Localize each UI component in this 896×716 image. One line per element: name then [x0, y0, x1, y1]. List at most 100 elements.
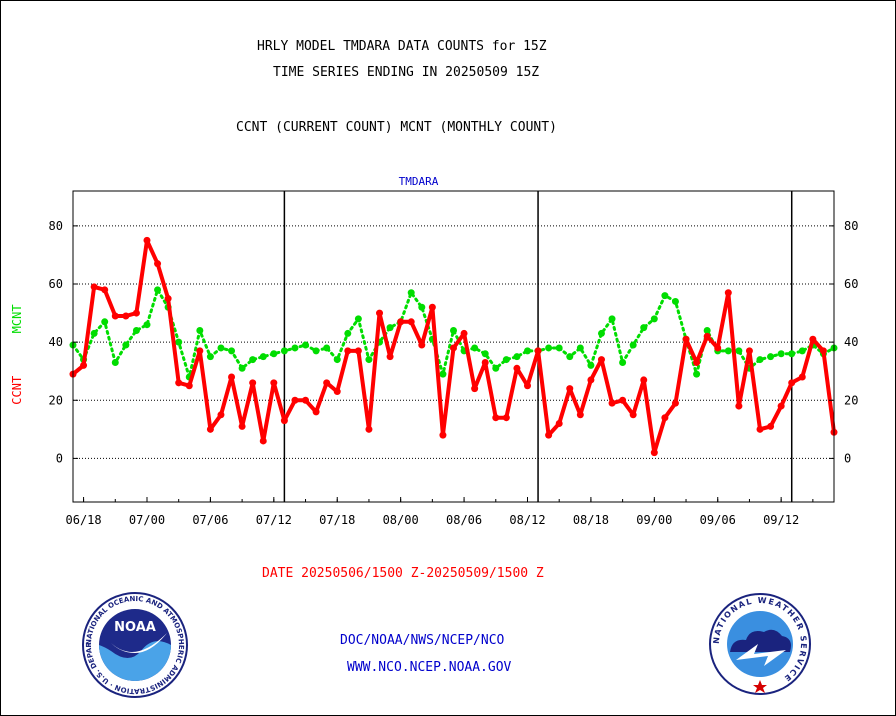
data-point-mcnt: [619, 358, 627, 366]
data-point-ccnt: [249, 379, 257, 387]
data-point-mcnt: [333, 356, 341, 364]
data-point-ccnt: [238, 422, 246, 430]
data-point-ccnt: [788, 379, 796, 387]
data-point-mcnt: [323, 344, 331, 352]
data-point-mcnt: [249, 356, 257, 364]
data-point-ccnt: [291, 396, 299, 404]
data-point-mcnt: [175, 338, 183, 346]
y-tick-label-left: 40: [49, 335, 63, 349]
data-point-ccnt: [302, 396, 310, 404]
noaa-logo: NATIONAL OCEANIC AND ATMOSPHERIC ADMINIS…: [81, 591, 188, 698]
x-tick-label: 08/18: [573, 513, 609, 527]
data-point-ccnt: [460, 329, 468, 337]
data-point-ccnt: [693, 358, 701, 366]
data-point-ccnt: [502, 414, 510, 422]
data-point-ccnt: [756, 425, 764, 433]
y-tick-label-right: 20: [844, 393, 858, 407]
data-point-mcnt: [386, 324, 394, 332]
data-point-ccnt: [407, 318, 415, 326]
data-point-ccnt: [619, 396, 627, 404]
data-point-mcnt: [280, 347, 288, 355]
data-point-mcnt: [344, 329, 352, 337]
y-tick-label-right: 0: [844, 451, 851, 465]
data-point-mcnt: [302, 341, 310, 349]
data-point-ccnt: [703, 332, 711, 340]
data-point-mcnt: [492, 364, 500, 372]
data-point-mcnt: [481, 350, 489, 358]
data-point-mcnt: [471, 344, 479, 352]
x-tick-label: 08/06: [446, 513, 482, 527]
x-tick-label: 06/18: [66, 513, 102, 527]
data-point-ccnt: [555, 420, 563, 428]
nws-logo: NATIONAL WEATHER SERVICE: [709, 593, 811, 695]
data-point-ccnt: [671, 399, 679, 407]
x-tick-label: 08/00: [383, 513, 419, 527]
data-point-ccnt: [566, 385, 574, 393]
data-point-mcnt: [407, 289, 415, 297]
chart-title-line1: HRLY MODEL TMDARA DATA COUNTS for 15Z: [257, 39, 547, 54]
data-point-ccnt: [228, 373, 236, 381]
data-point-mcnt: [365, 356, 373, 364]
data-point-mcnt: [217, 344, 225, 352]
data-point-mcnt: [597, 329, 605, 337]
data-point-ccnt: [745, 347, 753, 355]
data-point-ccnt: [154, 260, 162, 268]
data-point-ccnt: [344, 347, 352, 355]
data-point-mcnt: [555, 344, 563, 352]
data-point-mcnt: [354, 315, 362, 323]
data-point-mcnt: [788, 350, 796, 358]
data-point-ccnt: [545, 431, 553, 439]
data-point-ccnt: [386, 353, 394, 361]
x-tick-label: 07/06: [192, 513, 228, 527]
data-point-mcnt: [90, 329, 98, 337]
data-point-ccnt: [682, 335, 690, 343]
data-point-mcnt: [767, 353, 775, 361]
data-point-mcnt: [650, 315, 658, 323]
data-point-ccnt: [492, 414, 500, 422]
data-point-mcnt: [608, 315, 616, 323]
data-point-mcnt: [502, 356, 510, 364]
data-point-ccnt: [111, 312, 119, 320]
data-point-ccnt: [661, 414, 669, 422]
data-point-ccnt: [101, 286, 109, 294]
y-tick-label-right: 40: [844, 335, 858, 349]
data-point-ccnt: [312, 408, 320, 416]
data-point-mcnt: [798, 347, 806, 355]
data-point-mcnt: [756, 356, 764, 364]
data-point-ccnt: [777, 402, 785, 410]
data-point-mcnt: [228, 347, 236, 355]
website-link[interactable]: WWW.NCO.NCEP.NOAA.GOV: [347, 660, 512, 675]
data-point-mcnt: [703, 327, 711, 335]
data-point-ccnt: [724, 289, 732, 297]
data-point-ccnt: [767, 422, 775, 430]
data-point-ccnt: [587, 376, 595, 384]
y-tick-label-right: 60: [844, 277, 858, 291]
data-point-mcnt: [576, 344, 584, 352]
noaa-logo-text: NOAA: [114, 620, 156, 635]
x-tick-label: 07/12: [256, 513, 292, 527]
data-point-ccnt: [185, 382, 193, 390]
data-point-ccnt: [418, 341, 426, 349]
chart-subtitle: CCNT (CURRENT COUNT) MCNT (MONTHLY COUNT…: [236, 120, 557, 135]
data-point-mcnt: [111, 358, 119, 366]
data-point-ccnt: [481, 358, 489, 366]
data-point-ccnt: [523, 382, 531, 390]
data-point-ccnt: [798, 373, 806, 381]
data-point-ccnt: [280, 417, 288, 425]
data-point-ccnt: [629, 411, 637, 419]
x-tick-label: 07/00: [129, 513, 165, 527]
data-point-mcnt: [566, 353, 574, 361]
data-point-ccnt: [428, 303, 436, 311]
data-point-mcnt: [196, 327, 204, 335]
data-point-ccnt: [439, 431, 447, 439]
data-point-mcnt: [154, 286, 162, 294]
data-point-ccnt: [576, 411, 584, 419]
data-point-ccnt: [132, 309, 140, 317]
data-point-mcnt: [450, 327, 457, 335]
data-point-ccnt: [735, 402, 743, 410]
org-label: DOC/NOAA/NWS/NCEP/NCO: [340, 633, 505, 648]
data-point-ccnt: [397, 318, 405, 326]
data-point-ccnt: [164, 295, 172, 303]
data-point-mcnt: [291, 344, 299, 352]
